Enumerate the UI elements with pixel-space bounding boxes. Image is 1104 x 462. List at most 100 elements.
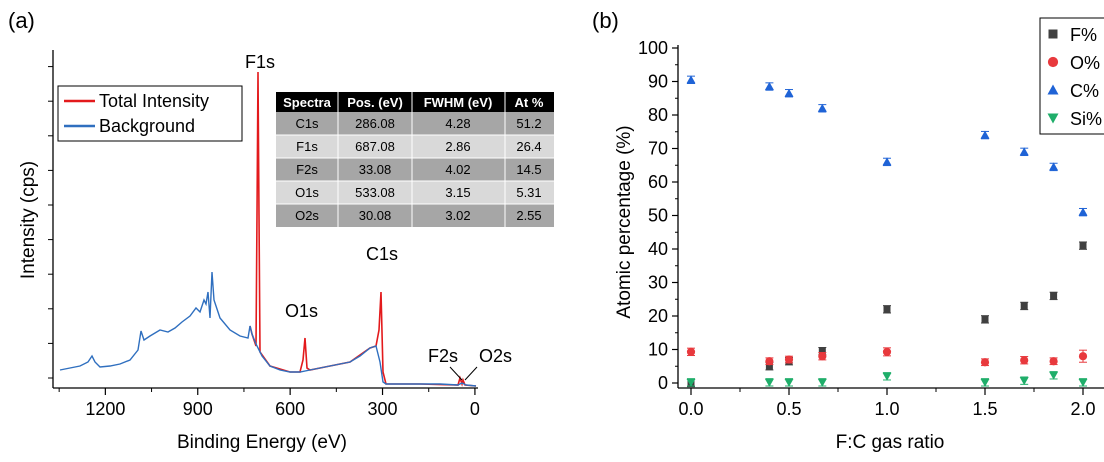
si-point bbox=[1019, 377, 1029, 386]
peak-label-f1s: F1s bbox=[245, 52, 275, 72]
c-point bbox=[1078, 207, 1088, 216]
table-cell: 33.08 bbox=[359, 162, 392, 177]
table-cell: 5.31 bbox=[516, 185, 541, 200]
c-point bbox=[980, 130, 990, 139]
b-legend: F% O% C% Si% bbox=[1039, 17, 1104, 135]
y-tick-label: 20 bbox=[648, 306, 668, 326]
xps-x-axis-label: Binding Energy (eV) bbox=[177, 432, 347, 453]
f-point bbox=[981, 315, 989, 323]
c-point bbox=[686, 75, 696, 84]
o-point bbox=[882, 347, 892, 356]
o-point bbox=[1020, 356, 1029, 365]
x-tick-label: 0.5 bbox=[776, 399, 801, 419]
background-line bbox=[59, 271, 477, 387]
table-row-bg bbox=[276, 135, 554, 158]
xps-legend: Total Intensity Background bbox=[57, 85, 243, 142]
o2s-pointer bbox=[464, 366, 478, 381]
f-point bbox=[818, 347, 826, 355]
table-cell: 51.2 bbox=[516, 116, 541, 131]
o-point bbox=[784, 355, 794, 364]
f-point bbox=[1079, 242, 1087, 250]
y-tick-label: 40 bbox=[648, 239, 668, 259]
legend-swatch-c bbox=[1047, 84, 1059, 95]
peak-label-c1s: C1s bbox=[366, 244, 398, 264]
panel-a-label: (a) bbox=[8, 8, 35, 33]
table-cell: 30.08 bbox=[359, 208, 392, 223]
o-point bbox=[1078, 352, 1088, 361]
x-tick-label: 600 bbox=[275, 399, 305, 419]
xps-curves bbox=[59, 71, 477, 387]
y-tick-label: 30 bbox=[648, 273, 668, 293]
table-cell: F2s bbox=[296, 162, 318, 177]
b-y-axis-label: Atomic percentage (%) bbox=[614, 125, 635, 318]
o-point bbox=[686, 347, 696, 356]
y-tick-label: 100 bbox=[638, 38, 668, 58]
c-point bbox=[1019, 147, 1029, 156]
legend-label-c: C% bbox=[1070, 81, 1099, 101]
peak-label-o2s: O2s bbox=[479, 346, 512, 366]
table-header: Pos. (eV) bbox=[347, 95, 403, 110]
table-cell: F1s bbox=[296, 139, 318, 154]
peak-label-f2s: F2s bbox=[428, 346, 458, 366]
legend-label-o: O% bbox=[1070, 53, 1100, 73]
c-point bbox=[764, 82, 774, 91]
f-point bbox=[1050, 292, 1058, 300]
x-tick-label: 0 bbox=[470, 399, 480, 419]
table-cell: 4.02 bbox=[445, 162, 470, 177]
table-header: Spectra bbox=[283, 95, 331, 110]
table-cell: 14.5 bbox=[516, 162, 541, 177]
table-cell: 2.86 bbox=[445, 139, 470, 154]
b-x-axis-label: F:C gas ratio bbox=[836, 432, 945, 453]
table-cell: 286.08 bbox=[355, 116, 395, 131]
table-cell: C1s bbox=[295, 116, 319, 131]
o-point bbox=[818, 352, 827, 361]
f-point bbox=[1020, 302, 1028, 310]
table-header: FWHM (eV) bbox=[424, 95, 493, 110]
c-point bbox=[784, 88, 794, 97]
table-header-bg bbox=[276, 92, 554, 112]
table-cell: 687.08 bbox=[355, 139, 395, 154]
si-point bbox=[686, 378, 696, 387]
si-point bbox=[1078, 378, 1088, 387]
table-cell: O2s bbox=[295, 208, 319, 223]
y-tick-label: 0 bbox=[658, 373, 668, 393]
table-cell: 4.28 bbox=[445, 116, 470, 131]
legend-swatch-o bbox=[1047, 56, 1059, 68]
y-tick-label: 80 bbox=[648, 105, 668, 125]
f-point bbox=[883, 305, 891, 313]
si-point bbox=[882, 372, 892, 381]
table-cell: O1s bbox=[295, 185, 319, 200]
x-tick-label: 1200 bbox=[85, 399, 125, 419]
peak-fit-table: Spectra Pos. (eV) FWHM (eV) At % C1s 286… bbox=[276, 92, 554, 227]
o-point bbox=[980, 358, 990, 367]
f2s-pointer bbox=[449, 366, 463, 381]
table-cell: 533.08 bbox=[355, 185, 395, 200]
legend-swatch-f bbox=[1048, 29, 1058, 39]
x-tick-label: 1.0 bbox=[874, 399, 899, 419]
table-row-bg bbox=[276, 181, 554, 204]
table-cell: 3.15 bbox=[445, 185, 470, 200]
table-row-bg bbox=[276, 204, 554, 227]
b-x-ticks: 0.0 0.5 1.0 1.5 2.0 bbox=[678, 388, 1096, 419]
c-point bbox=[817, 103, 827, 112]
xps-y-axis-label: Intensity (cps) bbox=[18, 161, 39, 279]
table-row-bg bbox=[276, 112, 554, 135]
table-cell: 26.4 bbox=[516, 139, 541, 154]
peak-label-o1s: O1s bbox=[285, 301, 318, 321]
y-tick-label: 70 bbox=[648, 139, 668, 159]
x-tick-label: 300 bbox=[368, 399, 398, 419]
c-point bbox=[1049, 162, 1059, 171]
legend-total-intensity: Total Intensity bbox=[99, 91, 209, 111]
o-point bbox=[1049, 357, 1058, 366]
x-tick-label: 900 bbox=[183, 399, 213, 419]
x-tick-label: 1.5 bbox=[972, 399, 997, 419]
legend-label-si: Si% bbox=[1070, 109, 1102, 129]
b-y-ticks: 0 10 20 30 40 50 60 70 80 90 100 bbox=[638, 38, 678, 393]
xps-x-ticks: 1200 900 600 300 0 bbox=[58, 388, 480, 419]
legend-swatch-si bbox=[1047, 113, 1059, 124]
b-data-points bbox=[686, 75, 1088, 388]
y-tick-label: 60 bbox=[648, 172, 668, 192]
y-tick-label: 10 bbox=[648, 340, 668, 360]
si-point bbox=[817, 378, 827, 387]
table-row-bg bbox=[276, 158, 554, 181]
